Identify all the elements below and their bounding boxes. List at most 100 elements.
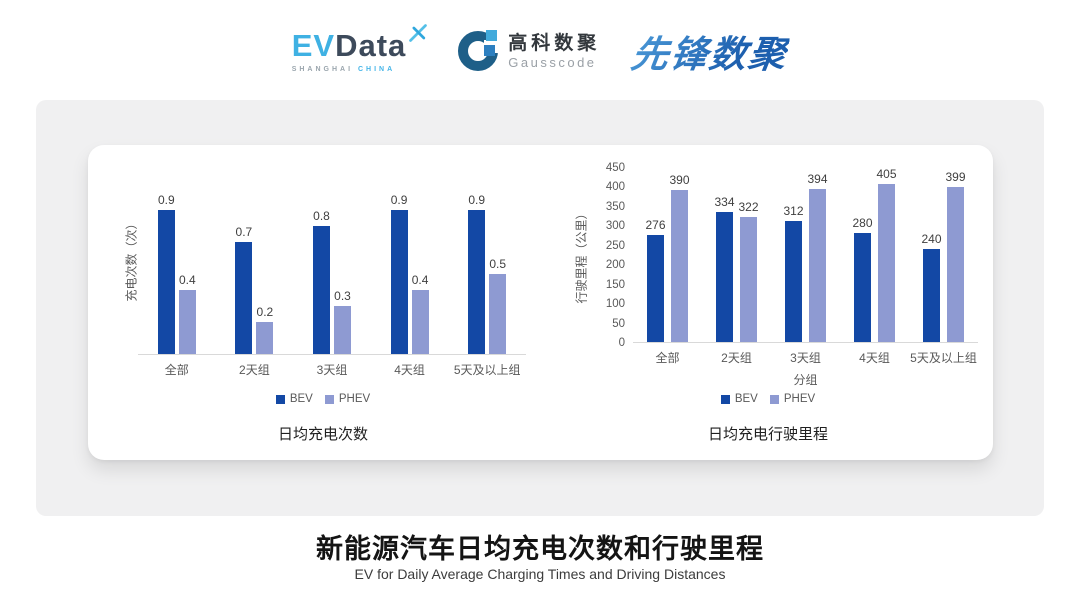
bar-phev [671,190,689,342]
bar-value-label: 0.8 [313,209,330,223]
y-tick-label: 50 [612,317,625,330]
legend-item-phev: PHEV [769,393,816,405]
chart-daily-charging-times: 充电次数（次） 0.9 0.4 0.7 0.2 0.8 0.3 0.9 0.4 0.9 0.5 全… [108,145,538,460]
chart-title: 日均充电行驶里程 [707,426,828,443]
category-label: 全部 [655,351,680,365]
bar-bev [157,210,175,354]
y-tick-label: 0 [618,337,625,349]
bar-with-label: 0.7 [235,163,253,354]
category-label: 3天组 [790,351,821,365]
bar-with-label: 0.9 [468,163,486,354]
plot-area: 0.9 0.4 0.7 0.2 0.8 0.3 0.9 0.4 0.9 0.5 [138,163,526,355]
category-label: 2天组 [721,351,752,365]
y-tick-label: 300 [605,220,625,233]
bar-with-label: 276 [645,168,666,342]
bar-value-label: 0.9 [157,193,175,207]
legend-swatch [769,394,779,404]
evdata-subtext: SHANGHAI CHINA [292,66,395,73]
legend-label: BEV [734,393,758,405]
bar-value-label: 276 [645,218,666,232]
bar-value-label: 0.2 [256,305,274,319]
evdata-star-icon [409,24,428,42]
evdata-logo: EVData SHANGHAI CHINA [291,24,428,73]
x-axis-labels: 全部 2天组 3天组 4天组 5天及以上组 [138,361,526,378]
gausscode-logo: 高科数聚 Gausscode [458,30,600,71]
gausscode-square-light [486,30,498,41]
bar-value-label: 312 [783,204,804,218]
bar-phev [947,187,965,342]
bar-with-label: 0.5 [489,163,507,354]
legend-swatch [324,394,334,404]
bar-value-label: 0.9 [390,193,408,207]
bar-phev [489,274,507,354]
bar-phev [256,322,274,354]
bar-value-label: 0.3 [334,289,351,303]
category-label: 全部 [164,363,189,377]
gausscode-en-text: Gausscode [508,54,597,70]
bar-with-label: 405 [877,168,897,342]
y-tick-label: 400 [605,181,625,194]
bar-phev [178,290,196,354]
bar-value-label: 280 [852,216,873,230]
x-axis-title: 分组 [793,373,818,387]
y-axis-ticks: 0 50 100 150 200 250 300 350 400 450 [593,162,625,349]
y-tick-label: 450 [605,162,625,174]
y-axis-title-wrap: 行驶里程（公里） [573,168,589,343]
category-label: 4天组 [394,363,425,377]
bar-bev [853,233,871,342]
bar-group: 280 405 [840,168,909,342]
evdata-ev-text: EV [291,28,336,63]
chart-daily-driving-distance: 行驶里程（公里） 0 50 100 150 200 250 300 350 400 450 276… [543,145,993,460]
bar-with-label: 0.9 [390,163,408,354]
legend-label: PHEV [783,393,816,405]
page-title: 新能源汽车日均充电次数和行驶里程 [316,534,764,564]
gausscode-wordmark: 高科数聚 Gausscode [508,32,600,71]
bar-group: 334 322 [702,168,771,342]
page-subtitle: EV for Daily Average Charging Times and … [354,566,726,582]
bar-group: 0.9 0.5 [448,163,526,354]
legend-swatch [720,394,730,404]
bar-bev [715,212,733,342]
y-tick-label: 250 [605,239,625,252]
bar-with-label: 0.4 [178,163,196,354]
legend: BEV PHEV [108,393,538,405]
bar-bev [646,235,664,342]
bar-value-label: 405 [876,167,897,181]
category-label: 4天组 [859,351,890,365]
bar-group: 0.9 0.4 [138,163,216,354]
legend-item-bev: BEV [275,393,313,405]
bar-value-label: 394 [807,172,828,186]
bar-bev [390,210,408,354]
y-axis-title: 充电次数（次） [124,216,139,302]
legend-item-phev: PHEV [324,393,370,405]
bar-value-label: 240 [921,232,942,246]
bar-group: 276 390 [633,168,702,342]
bar-value-label: 0.9 [468,193,486,207]
bar-with-label: 322 [739,168,759,342]
bar-bev [784,221,802,342]
bar-with-label: 240 [921,168,942,342]
bar-phev [809,189,827,342]
category-label: 2天组 [239,363,270,377]
y-tick-label: 100 [605,298,625,311]
bar-value-label: 390 [669,173,690,187]
legend-item-bev: BEV [720,393,758,405]
bar-with-label: 0.9 [157,163,175,354]
category-label: 5天及以上组 [453,363,521,377]
bar-with-label: 334 [714,168,735,342]
evdata-data-text: Data [335,28,407,63]
evdata-shanghai-text: SHANGHAI [291,66,354,73]
y-tick-label: 200 [605,259,625,272]
gausscode-g-icon [458,30,500,71]
header-logos: EVData SHANGHAI CHINA 高科数聚 Gausscode [0,18,1080,84]
bar-value-label: 0.4 [178,273,196,287]
bar-phev [878,184,896,342]
category-label: 3天组 [316,363,348,377]
bar-with-label: 399 [946,168,966,342]
bar-with-label: 0.8 [312,163,330,354]
bar-with-label: 394 [808,168,828,342]
gausscode-square-dark [484,45,496,56]
bar-bev [922,249,940,342]
chart-card: 充电次数（次） 0.9 0.4 0.7 0.2 0.8 0.3 0.9 0.4 0.9 0.5 全… [88,145,993,460]
bar-phev [411,290,429,354]
